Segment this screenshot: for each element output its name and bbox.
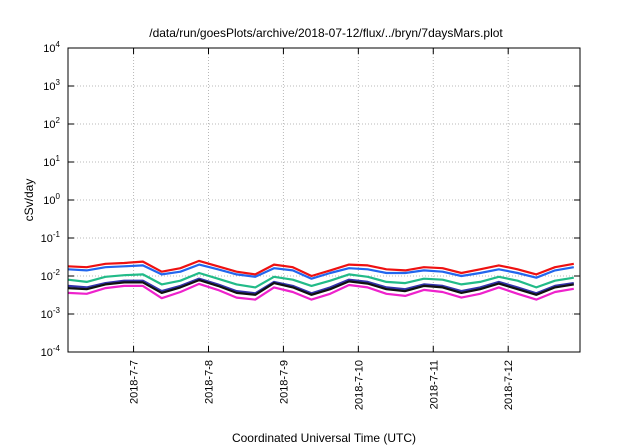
- series-line-6: [67, 282, 574, 301]
- y-tick-label: 101: [43, 154, 60, 169]
- y-axis: 10-4 10-3 10-2 10-1 100 101 102 103 104: [41, 40, 580, 359]
- series-line-2: [67, 263, 574, 280]
- x-tick-label: 2018-7-8: [203, 360, 215, 404]
- y-tick-label: 10-1: [41, 230, 61, 245]
- series-line-5: [67, 279, 574, 296]
- y-tick-label: 103: [43, 78, 60, 93]
- x-axis: 2018-7-7 2018-7-8 2018-7-9 2018-7-10 2018-7-…: [129, 48, 515, 410]
- series-line-3: [67, 271, 574, 289]
- x-axis-label: Coordinated Universal Time (UTC): [232, 431, 416, 445]
- y-tick-label: 102: [43, 116, 60, 131]
- y-tick-label: 104: [43, 40, 60, 55]
- y-axis-label: cSv/day: [22, 179, 36, 222]
- series-group: [67, 259, 574, 301]
- x-tick-label: 2018-7-10: [353, 360, 365, 410]
- y-tick-label: 10-3: [41, 306, 61, 321]
- chart-title: /data/run/goesPlots/archive/2018-07-12/f…: [149, 26, 503, 40]
- y-tick-label: 10-2: [41, 268, 61, 283]
- series-line-4: [67, 277, 574, 295]
- y-tick-label: 10-4: [41, 344, 61, 359]
- series-line-1: [67, 259, 574, 278]
- x-tick-label: 2018-7-11: [428, 360, 440, 409]
- y-tick-label: 100: [43, 192, 60, 207]
- x-tick-label: 2018-7-7: [129, 360, 141, 404]
- x-tick-label: 2018-7-9: [278, 360, 290, 404]
- x-tick-label: 2018-7-12: [503, 360, 515, 410]
